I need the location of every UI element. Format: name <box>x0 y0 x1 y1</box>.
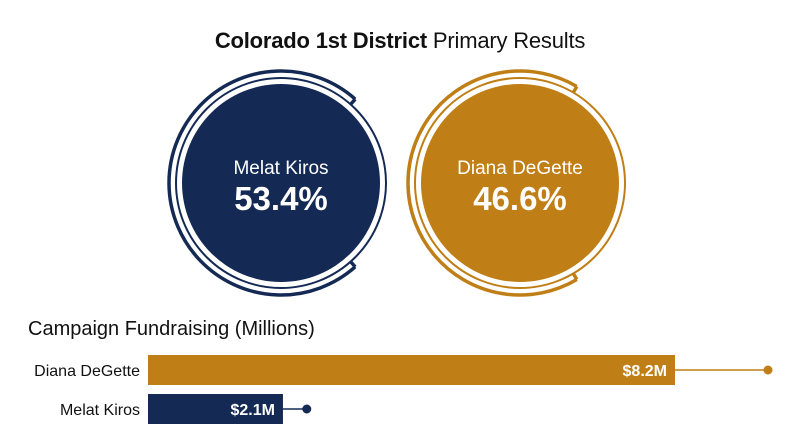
ring-inner-outline-melat-kiros <box>175 77 387 289</box>
candidate-percentage: 46.6% <box>473 180 567 217</box>
ring-diana-degette <box>406 69 626 297</box>
ring-disc-diana-degette <box>421 84 619 282</box>
ring-melat-kiros <box>167 69 387 297</box>
ring-label-diana-degette: Diana DeGette 46.6% <box>420 158 620 218</box>
bar-value-label: $2.1M <box>230 402 274 419</box>
page-title: Colorado 1st District Primary Results <box>0 28 800 54</box>
bar-value-label: $8.2M <box>623 363 667 380</box>
title-light: Primary Results <box>432 28 586 53</box>
ring-label-melat-kiros: Melat Kiros 53.4% <box>181 158 381 218</box>
fundraising-title: Campaign Fundraising (Millions) <box>28 318 315 340</box>
candidate-percentage: 53.4% <box>234 180 328 217</box>
candidate-name: Melat Kiros <box>233 158 329 179</box>
ring-inner-outline-diana-degette <box>414 77 626 289</box>
bar <box>148 355 675 385</box>
title-bold: Colorado 1st District <box>214 28 427 53</box>
ring-disc-melat-kiros <box>182 84 380 282</box>
bar-lollipop-dot <box>302 404 312 414</box>
bar-lollipop-dot <box>763 365 773 375</box>
bar-category-label: Diana DeGette <box>34 363 140 380</box>
ring-arc-melat-kiros <box>167 69 357 297</box>
candidate-name: Diana DeGette <box>457 158 583 179</box>
ring-arc-diana-degette <box>406 69 579 297</box>
bar-category-label: Melat Kiros <box>60 402 140 419</box>
bar <box>148 394 283 424</box>
fundraising-bar-chart: Diana DeGette $8.2M Melat Kiros $2.1M <box>34 355 773 424</box>
